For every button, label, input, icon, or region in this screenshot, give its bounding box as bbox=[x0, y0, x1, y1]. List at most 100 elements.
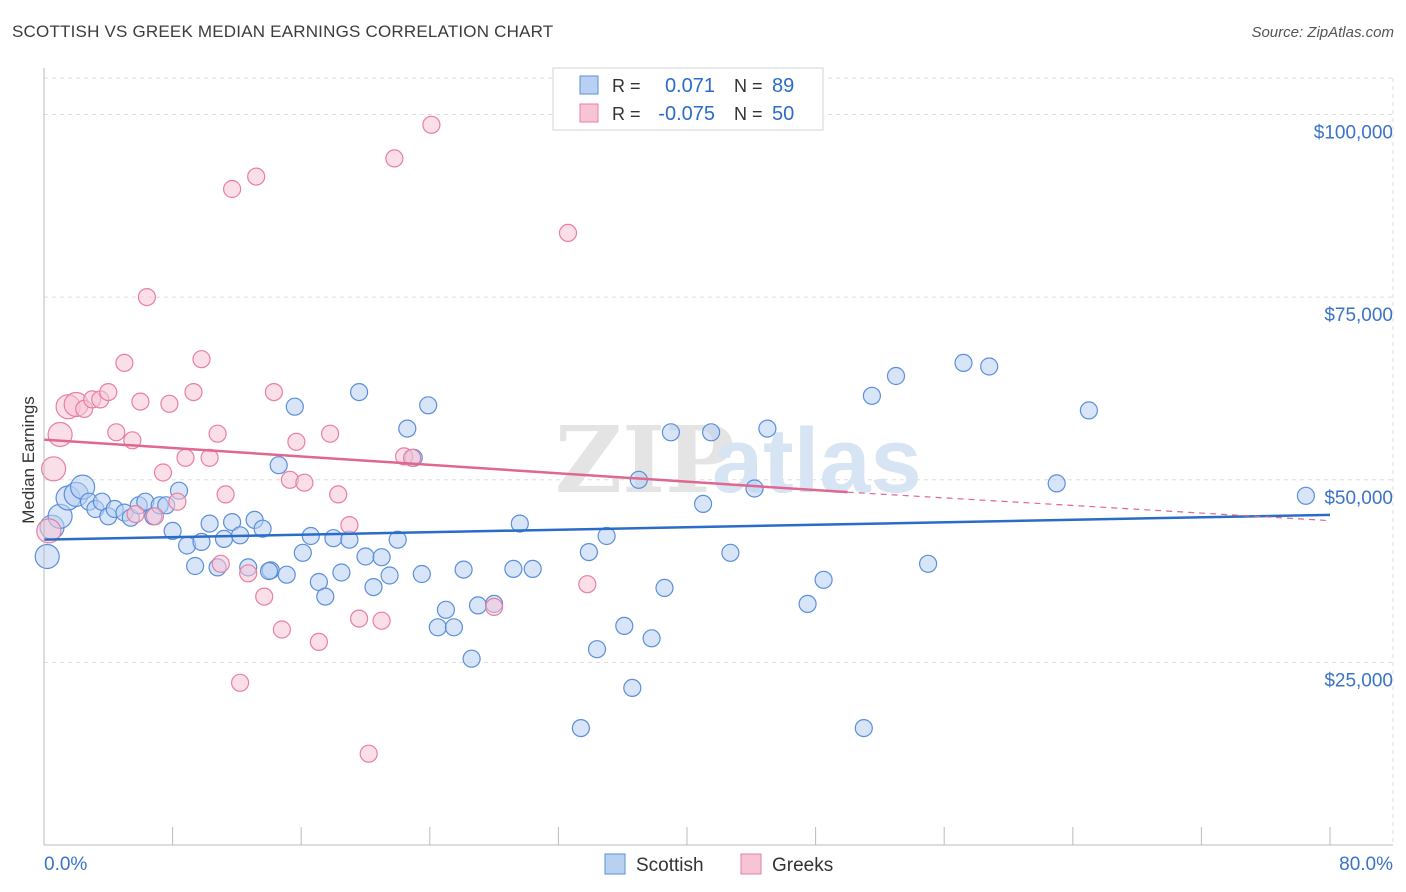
scottish-point bbox=[854, 718, 873, 738]
greeks-point bbox=[231, 673, 250, 692]
chart-title: SCOTTISH VS GREEK MEDIAN EARNINGS CORREL… bbox=[12, 22, 554, 41]
scottish-point bbox=[615, 616, 634, 636]
points-layer bbox=[34, 115, 1316, 763]
scottish-point bbox=[259, 561, 279, 581]
scottish-point bbox=[504, 559, 523, 579]
greeks-point bbox=[385, 149, 404, 168]
greeks-point bbox=[107, 423, 126, 442]
scottish-point bbox=[1079, 401, 1099, 420]
scottish-point bbox=[886, 366, 906, 386]
scottish-point bbox=[980, 357, 999, 376]
scottish-point bbox=[523, 559, 542, 579]
scottish-point bbox=[862, 386, 882, 405]
scottish-point bbox=[571, 718, 591, 738]
y-tick-label: $100,000 bbox=[1314, 123, 1393, 144]
scottish-point bbox=[388, 530, 407, 549]
x-tick-label-min: 0.0% bbox=[44, 854, 87, 875]
scottish-point bbox=[721, 543, 740, 562]
greeks-point bbox=[309, 632, 328, 652]
scottish-point bbox=[814, 570, 833, 589]
greeks-point bbox=[115, 353, 134, 372]
legend-n-label-scottish: N = bbox=[734, 76, 763, 96]
greeks-point bbox=[192, 350, 211, 369]
scottish-point bbox=[462, 649, 481, 668]
scottish-point bbox=[419, 396, 438, 415]
scottish-point bbox=[693, 494, 713, 513]
greeks-point bbox=[247, 167, 266, 186]
scottish-point bbox=[468, 596, 488, 615]
greeks-point bbox=[126, 504, 145, 524]
scottish-point bbox=[380, 566, 399, 585]
scottish-point bbox=[758, 419, 777, 438]
legend-n-label-greeks: N = bbox=[734, 104, 763, 124]
scottish-point bbox=[510, 514, 529, 533]
greeks-point bbox=[264, 383, 283, 402]
scottish-point bbox=[661, 423, 681, 442]
scottish-point bbox=[324, 529, 343, 548]
legend-n-value-greeks: 50 bbox=[772, 103, 794, 125]
greeks-point bbox=[329, 485, 348, 504]
scottish-point bbox=[579, 542, 599, 562]
scottish-point bbox=[745, 479, 764, 498]
scottish-point bbox=[597, 526, 616, 546]
greeks-point bbox=[211, 554, 230, 573]
x-tick-label-max: 80.0% bbox=[1339, 854, 1393, 875]
scottish-point bbox=[701, 423, 721, 442]
scottish-point bbox=[350, 383, 369, 402]
scottish-point bbox=[186, 556, 205, 576]
scottish-point bbox=[444, 618, 463, 637]
y-axis-label: Median Earnings bbox=[19, 396, 38, 524]
scottish-point bbox=[316, 587, 335, 606]
legend-bottom-label-greeks: Greeks bbox=[772, 855, 833, 876]
watermark-atlas: atlas bbox=[712, 410, 922, 512]
scottish-point bbox=[277, 565, 296, 584]
greeks-point bbox=[208, 424, 227, 443]
y-tick-label: $75,000 bbox=[1324, 305, 1393, 326]
scottish-point bbox=[454, 560, 473, 579]
greeks-point bbox=[216, 485, 235, 504]
scottish-point bbox=[436, 600, 455, 619]
greeks-point bbox=[145, 507, 164, 526]
greeks-point bbox=[340, 515, 359, 535]
legend-bottom-label-scottish: Scottish bbox=[636, 855, 704, 876]
scottish-point bbox=[623, 678, 642, 698]
scottish-point bbox=[798, 594, 817, 614]
scottish-point bbox=[1296, 486, 1316, 505]
greeks-trendline-extension bbox=[847, 491, 1331, 522]
axis-layer: $25,000 $50,000 $75,000 $100,000 0.0% 80.0% bbox=[43, 68, 1393, 875]
greeks-point bbox=[36, 518, 62, 544]
greeks-point bbox=[153, 463, 173, 482]
scottish-point bbox=[587, 640, 607, 659]
legend-stats: R = 0.071 N = 89 R = -0.075 N = 50 bbox=[552, 67, 824, 131]
scottish-point bbox=[1047, 474, 1066, 493]
scottish-point bbox=[293, 543, 312, 562]
scottish-point bbox=[655, 578, 674, 598]
greeks-point bbox=[403, 448, 422, 467]
scottish-point bbox=[332, 563, 351, 582]
greeks-point bbox=[223, 179, 242, 199]
greeks-point bbox=[47, 421, 73, 448]
scottish-point bbox=[428, 618, 447, 637]
scottish-point bbox=[214, 529, 234, 549]
legend-swatch-scottish bbox=[579, 75, 599, 95]
scottish-point bbox=[364, 577, 383, 597]
watermark: ZIP atlas bbox=[555, 406, 922, 514]
greeks-point bbox=[350, 609, 369, 628]
greeks-point bbox=[131, 392, 150, 411]
scottish-point bbox=[398, 419, 417, 438]
greeks-point bbox=[168, 492, 187, 511]
greeks-point bbox=[359, 744, 378, 763]
greeks-point bbox=[578, 575, 597, 594]
greeks-point bbox=[137, 288, 156, 307]
y-tick-label: $25,000 bbox=[1324, 670, 1393, 691]
greeks-point bbox=[160, 394, 179, 413]
greeks-point bbox=[239, 564, 258, 583]
scottish-point bbox=[269, 456, 288, 475]
scottish-point bbox=[34, 543, 60, 570]
scottish-point bbox=[301, 526, 320, 546]
greeks-point bbox=[255, 587, 274, 606]
legend-r-label-greeks: R = bbox=[612, 104, 641, 124]
legend-series: Scottish Greeks bbox=[604, 853, 833, 876]
legend-bottom-swatch-scottish bbox=[604, 853, 626, 875]
greeks-point bbox=[272, 620, 291, 639]
